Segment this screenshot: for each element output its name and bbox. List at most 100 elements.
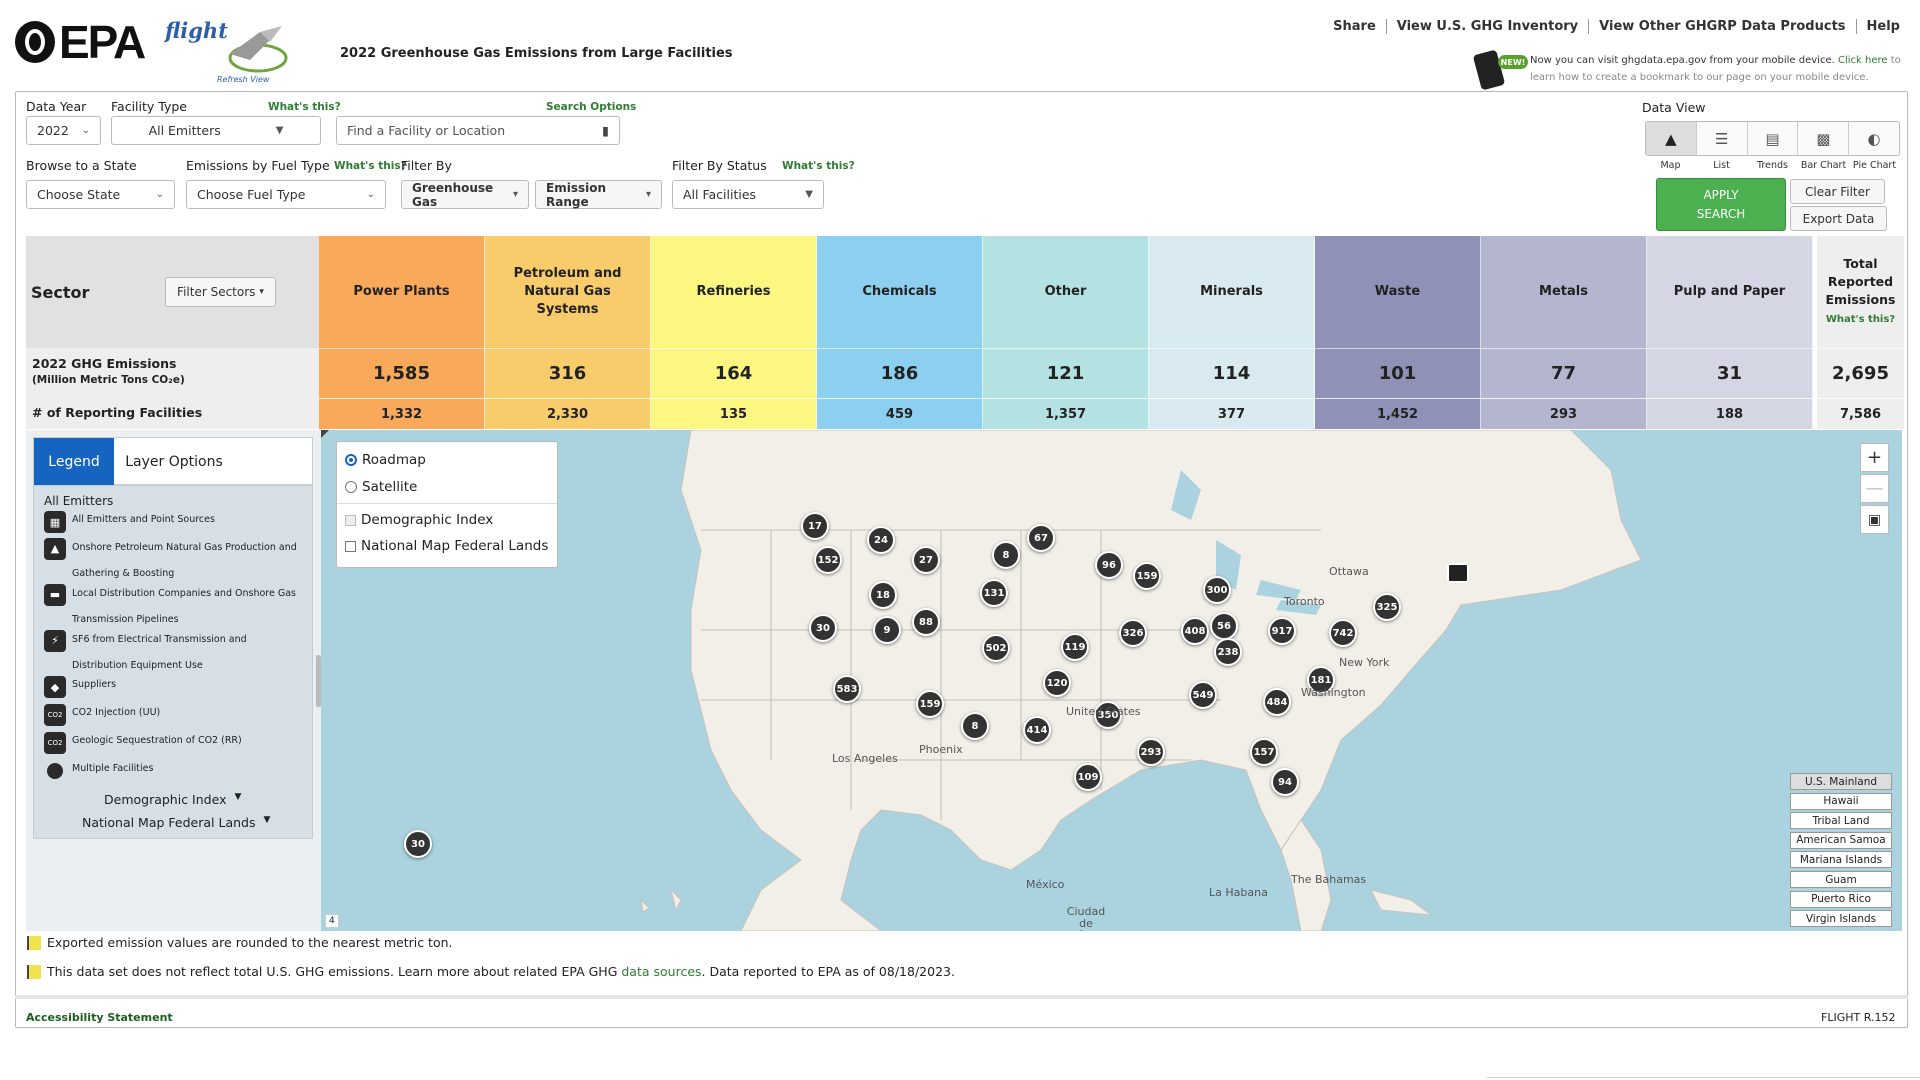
facility-type-select[interactable]: All Emitters ▼	[111, 116, 321, 145]
greenhouse-gas-dropdown[interactable]: Greenhouse Gas ▾	[401, 180, 529, 209]
demographic-index-option[interactable]: Demographic Index	[345, 512, 493, 528]
facility-cluster-marker[interactable]: 94	[1271, 768, 1299, 796]
region-button[interactable]: Virgin Islands	[1790, 910, 1892, 928]
fuel-type-select[interactable]: Choose Fuel Type ⌄	[186, 180, 386, 209]
federal-lands-option[interactable]: National Map Federal Lands	[345, 538, 548, 554]
sector-column[interactable]: Petroleum and Natural Gas Systems 316 2,33…	[485, 236, 651, 429]
list-view-button[interactable]: ☰	[1697, 122, 1748, 155]
facility-cluster-marker[interactable]: 18	[869, 581, 897, 609]
help-link[interactable]: Help	[1866, 19, 1900, 34]
layer-options-tab[interactable]: Layer Options	[125, 453, 223, 470]
bar-chart-view-button[interactable]: ▩	[1798, 122, 1850, 155]
region-button[interactable]: Hawaii	[1790, 792, 1892, 810]
radio-checked-icon[interactable]	[345, 454, 357, 466]
sector-column[interactable]: Power Plants 1,585 1,332	[319, 236, 485, 429]
region-button[interactable]: Mariana Islands	[1790, 851, 1892, 869]
sector-column[interactable]: Other 121 1,357	[983, 236, 1149, 429]
map-view-button[interactable]: ▲	[1646, 122, 1697, 155]
facility-cluster-marker[interactable]: 181	[1307, 666, 1335, 694]
search-options-link[interactable]: Search Options	[546, 101, 637, 113]
facility-cluster-marker[interactable]: 109	[1074, 763, 1102, 791]
facility-cluster-marker[interactable]: 9	[873, 616, 901, 644]
satellite-option[interactable]: Satellite	[345, 479, 417, 495]
trends-view-button[interactable]: ▤	[1748, 122, 1799, 155]
fuel-type-whats-this[interactable]: What's this?	[334, 160, 407, 172]
facility-cluster-marker[interactable]: 30	[404, 830, 432, 858]
facility-cluster-marker[interactable]: 8	[992, 541, 1020, 569]
sector-column[interactable]: Waste 101 1,452	[1315, 236, 1481, 429]
sector-column[interactable]: Minerals 114 377	[1149, 236, 1315, 429]
demographic-index-toggle[interactable]: Demographic Index ▼	[104, 792, 242, 807]
facility-cluster-marker[interactable]: 549	[1189, 681, 1217, 709]
ghg-inventory-link[interactable]: View U.S. GHG Inventory	[1387, 19, 1590, 34]
total-whats-this[interactable]: What's this?	[1825, 314, 1896, 325]
sector-column[interactable]: Chemicals 186 459	[817, 236, 983, 429]
facility-cluster-marker[interactable]: 583	[833, 675, 861, 703]
sector-column[interactable]: Refineries 164 135	[651, 236, 817, 429]
facility-cluster-marker[interactable]: 484	[1263, 688, 1291, 716]
facility-cluster-marker[interactable]: 502	[982, 634, 1010, 662]
facility-cluster-marker[interactable]: 24	[867, 526, 895, 554]
region-button[interactable]: U.S. Mainland	[1790, 773, 1892, 790]
other-products-link[interactable]: View Other GHGRP Data Products	[1589, 19, 1857, 34]
facility-cluster-marker[interactable]: 131	[980, 579, 1008, 607]
facility-cluster-marker[interactable]: 17	[801, 512, 829, 540]
legend-tab[interactable]: Legend	[34, 438, 114, 485]
facility-cluster-marker[interactable]: 157	[1250, 738, 1278, 766]
facility-cluster-marker[interactable]: 96	[1095, 551, 1123, 579]
region-button[interactable]: Guam	[1790, 871, 1892, 888]
refresh-view-caption[interactable]: Refresh View	[217, 75, 270, 84]
filter-sectors-button[interactable]: Filter Sectors ▾	[165, 277, 276, 307]
facility-cluster-marker[interactable]: 300	[1203, 576, 1231, 604]
checkbox-icon[interactable]	[345, 540, 356, 552]
facility-cluster-marker[interactable]: 293	[1137, 738, 1165, 766]
facility-icon[interactable]	[1447, 563, 1469, 583]
facility-cluster-marker[interactable]: 917	[1268, 617, 1296, 645]
export-data-button[interactable]: Export Data	[1790, 206, 1887, 231]
epa-logo[interactable]: EPA	[15, 16, 155, 68]
checkbox-disabled-icon[interactable]	[345, 514, 356, 526]
sector-column[interactable]: Pulp and Paper 31 188	[1647, 236, 1813, 429]
region-button[interactable]: American Samoa	[1790, 831, 1892, 849]
panel-scrollbar[interactable]	[316, 655, 321, 707]
facility-cluster-marker[interactable]: 325	[1373, 593, 1401, 621]
search-input[interactable]: Find a Facility or Location ▮	[336, 116, 620, 145]
share-link[interactable]: Share	[1323, 19, 1387, 34]
facility-cluster-marker[interactable]: 56	[1210, 612, 1238, 640]
facility-cluster-marker[interactable]: 8	[961, 712, 989, 740]
facility-cluster-marker[interactable]: 88	[912, 608, 940, 636]
facility-cluster-marker[interactable]: 30	[809, 614, 837, 642]
data-sources-link[interactable]: data sources	[621, 964, 702, 979]
federal-lands-toggle[interactable]: National Map Federal Lands ▼	[82, 815, 271, 830]
facility-type-whats-this[interactable]: What's this?	[268, 101, 341, 113]
fullscreen-button[interactable]: ▣	[1860, 505, 1889, 534]
apply-search-button[interactable]: APPLY SEARCH	[1656, 178, 1786, 231]
pie-chart-view-button[interactable]: ◐	[1849, 122, 1899, 155]
filter-status-whats-this[interactable]: What's this?	[782, 160, 855, 172]
facility-cluster-marker[interactable]: 67	[1027, 524, 1055, 552]
filter-status-select[interactable]: All Facilities ▼	[672, 180, 824, 209]
map-collapse-handle[interactable]	[321, 430, 329, 438]
region-button[interactable]: Tribal Land	[1790, 812, 1892, 830]
state-select[interactable]: Choose State ⌄	[26, 180, 175, 209]
zoom-in-button[interactable]: +	[1860, 443, 1889, 472]
facility-cluster-marker[interactable]: 120	[1043, 669, 1071, 697]
radio-unchecked-icon[interactable]	[345, 481, 357, 493]
roadmap-option[interactable]: Roadmap	[345, 452, 426, 468]
facility-cluster-marker[interactable]: 152	[814, 546, 842, 574]
flight-logo[interactable]: flight Refresh View	[165, 18, 305, 84]
facility-cluster-marker[interactable]: 414	[1023, 716, 1051, 744]
map-area[interactable]: 17 24 27 8 67 152 18 131 96 159 30 9 88 300 325 502 119 3…	[321, 430, 1902, 931]
facility-cluster-marker[interactable]: 408	[1181, 617, 1209, 645]
clear-filter-button[interactable]: Clear Filter	[1790, 179, 1885, 204]
emission-range-dropdown[interactable]: Emission Range ▾	[535, 180, 662, 209]
facility-cluster-marker[interactable]: 350	[1094, 701, 1122, 729]
facility-cluster-marker[interactable]: 742	[1329, 619, 1357, 647]
facility-cluster-marker[interactable]: 119	[1061, 633, 1089, 661]
facility-cluster-marker[interactable]: 326	[1119, 619, 1147, 647]
sector-column[interactable]: Metals 77 293	[1481, 236, 1647, 429]
mobile-click-here-link[interactable]: Click here	[1837, 55, 1888, 66]
facility-cluster-marker[interactable]: 238	[1214, 638, 1242, 666]
facility-cluster-marker[interactable]: 159	[916, 690, 944, 718]
data-year-select[interactable]: 2022 ⌄	[26, 116, 101, 145]
